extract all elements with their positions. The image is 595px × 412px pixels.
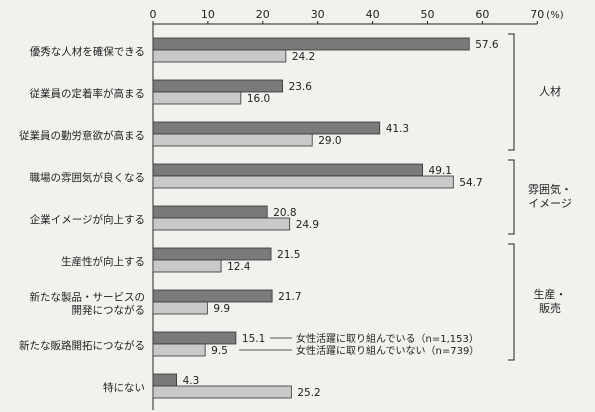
bar-series2 bbox=[152, 91, 242, 105]
data-label: 4.3 bbox=[183, 375, 200, 387]
category-label: 新たな製品・サービスの開発につながる bbox=[30, 291, 146, 317]
category-label: 生産性が向上する bbox=[61, 255, 145, 268]
group-bracket bbox=[508, 33, 515, 151]
data-label: 54.7 bbox=[459, 177, 482, 189]
bar-series1 bbox=[152, 331, 237, 345]
bar-series1 bbox=[152, 289, 273, 303]
category-label: 特にない bbox=[103, 382, 145, 394]
group-label: 雰囲気・イメージ bbox=[528, 182, 572, 210]
bar-series1 bbox=[152, 79, 283, 93]
bar-series1 bbox=[152, 163, 423, 177]
data-label: 49.1 bbox=[429, 165, 452, 177]
group-label: 生産・販売 bbox=[534, 287, 567, 315]
data-label: 16.0 bbox=[247, 93, 270, 105]
data-label: 41.3 bbox=[386, 123, 409, 135]
x-tick-label: 20 bbox=[256, 8, 270, 21]
bar-series2 bbox=[152, 49, 287, 63]
category-label: 企業イメージが向上する bbox=[30, 213, 145, 226]
bar-series2 bbox=[152, 301, 208, 315]
data-label: 21.5 bbox=[277, 249, 300, 261]
data-label: 57.6 bbox=[475, 39, 499, 51]
data-label: 9.9 bbox=[213, 303, 230, 315]
bar-series2 bbox=[152, 259, 222, 273]
x-tick-label: 40 bbox=[366, 8, 380, 21]
category-label: 優秀な人材を確保できる bbox=[30, 45, 145, 58]
x-tick-label: 70 bbox=[530, 8, 544, 21]
legend-entry: 女性活躍に取り組んでいる（n=1,153） bbox=[296, 332, 479, 345]
bar-series1 bbox=[152, 373, 178, 387]
bar-series2 bbox=[152, 385, 292, 399]
group-label: 人材 bbox=[539, 84, 561, 98]
bar-series1 bbox=[152, 37, 470, 51]
group-bracket bbox=[508, 159, 515, 235]
data-label: 25.2 bbox=[297, 387, 320, 399]
x-tick-label: 60 bbox=[475, 8, 489, 21]
data-label: 24.9 bbox=[296, 219, 319, 231]
category-label: 新たな販路開拓につながる bbox=[19, 339, 145, 352]
data-label: 24.2 bbox=[292, 51, 315, 63]
bar-series2 bbox=[152, 343, 206, 357]
bar-series1 bbox=[152, 121, 381, 135]
x-tick-label: 10 bbox=[201, 8, 215, 21]
bar-series2 bbox=[152, 133, 313, 147]
category-label: 従業員の定着率が高まる bbox=[30, 87, 146, 100]
data-label: 12.4 bbox=[227, 261, 251, 273]
data-label: 15.1 bbox=[242, 333, 265, 345]
bar-series2 bbox=[152, 217, 291, 231]
category-label: 従業員の勤労意欲が高まる bbox=[19, 129, 145, 142]
legend-entry: 女性活躍に取り組んでいない（n=739） bbox=[296, 344, 479, 357]
data-label: 29.0 bbox=[318, 135, 341, 147]
bar-series2 bbox=[152, 175, 454, 189]
data-label: 21.7 bbox=[278, 291, 301, 303]
x-tick-label: 50 bbox=[421, 8, 435, 21]
x-tick-label: 0 bbox=[150, 8, 157, 21]
bar-series1 bbox=[152, 247, 272, 261]
x-axis-unit: (%) bbox=[546, 10, 563, 21]
data-label: 9.5 bbox=[211, 345, 228, 357]
data-label: 20.8 bbox=[273, 207, 296, 219]
group-bracket bbox=[508, 243, 515, 361]
bar-series1 bbox=[152, 205, 268, 219]
data-label: 23.6 bbox=[289, 81, 313, 93]
x-tick-label: 30 bbox=[311, 8, 325, 21]
category-label: 職場の雰囲気が良くなる bbox=[30, 171, 146, 184]
